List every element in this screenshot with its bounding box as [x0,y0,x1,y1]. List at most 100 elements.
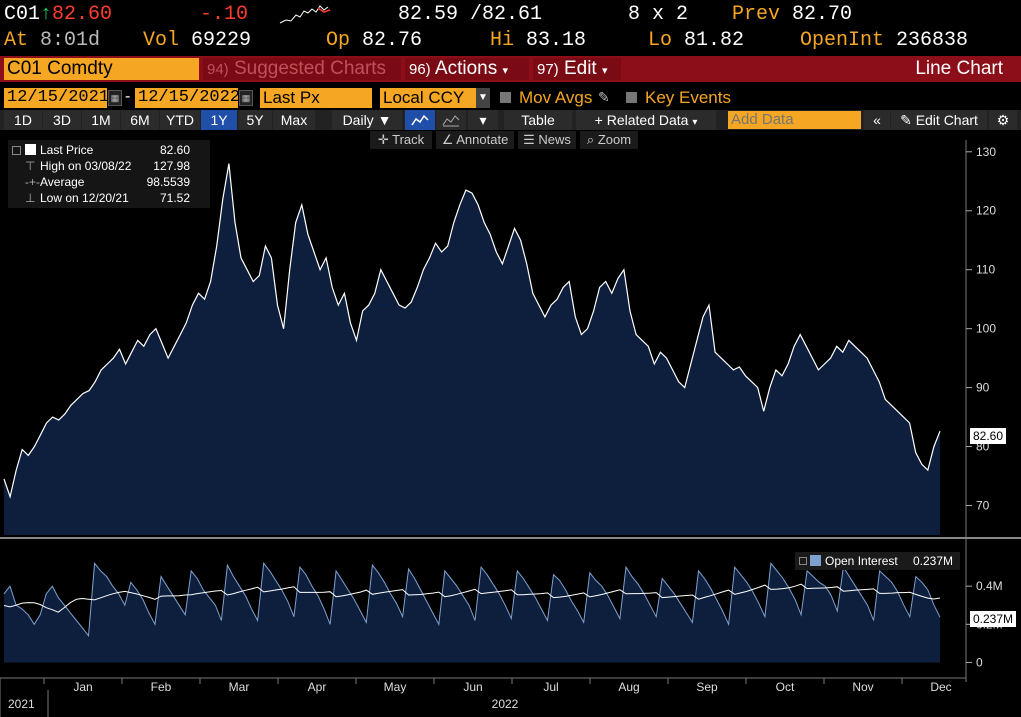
chart-style-icon[interactable] [436,110,466,130]
mov-avgs-label: Mov Avgs [519,88,593,107]
net-change: -.10 [200,3,249,26]
plus-icon: + [594,112,603,128]
legend-high: ⊤ High on 03/08/22 127.98 [25,159,190,173]
previous-close: Prev 82.70 [732,3,853,26]
start-date-input[interactable]: 12/15/2021 [4,88,109,108]
sparkline-icon [279,5,331,24]
period-button-ytd[interactable]: YTD [160,110,200,130]
x-tick-label: Apr [308,680,327,694]
y-tick-label: 130 [976,145,996,159]
y-tick-label: 100 [976,322,996,336]
bid-ask: 82.59 /82.61 [398,3,543,26]
x-tick-label: Nov [852,680,873,694]
last-oi-tag: 0.237M [970,611,1017,627]
legend-last-price: Last Price 82.60 [8,142,210,158]
date-separator: - [125,88,131,105]
last-price: 82.60 [52,3,113,26]
caret-down-icon: ▾ [692,117,698,128]
chevron-down-icon[interactable]: ▾ [468,110,498,130]
line-chart-icon[interactable] [405,110,435,130]
caret-down-icon: ▼ [377,112,392,128]
caret-down-icon: ▾ [602,65,608,77]
legend-swatch [25,144,36,155]
low-price: Lo 81.82 [648,29,745,52]
currency-select[interactable]: Local CCY [380,88,476,108]
open-interest: OpenInt 236838 [800,29,969,52]
period-button-1y[interactable]: 1Y [201,110,237,130]
track-button[interactable]: ✛ Track [370,131,432,149]
price-line [3,163,941,499]
last-price-tag: 82.60 [970,428,1007,444]
suggested-charts-button[interactable]: 94) Suggested Charts [203,58,401,80]
low-marker-icon: ⊥ [25,191,36,205]
collapse-icon[interactable] [12,146,21,155]
up-arrow-icon: ↑ [40,3,53,26]
related-data-menu[interactable]: + Related Data ▾ [576,110,716,130]
high-price: Hi 83.18 [490,29,587,52]
ticker-symbol: C01↑82.60 [4,3,113,26]
open-interest-area [4,563,940,663]
x-tick-label: Mar [229,680,250,694]
period-button-6m[interactable]: 6M [121,110,159,130]
period-button-3d[interactable]: 3D [43,110,81,130]
magnifier-icon: ⌕ [586,132,595,147]
chevron-down-icon[interactable]: ▼ [476,88,490,108]
average-marker-icon: -+- [25,175,40,189]
pencil-icon[interactable]: ✎ [598,89,610,105]
calendar-icon[interactable]: ▦ [108,90,122,106]
x-tick-label: Jun [463,680,482,694]
y-tick-label: 90 [976,381,990,395]
field-select[interactable]: Last Px [260,88,372,108]
add-data-input[interactable] [728,111,861,129]
pencil-icon: ✎ [900,112,912,128]
x-tick-label: Dec [930,680,951,694]
annotate-button[interactable]: ∠ Annotate [436,131,514,149]
x-tick-label: Oct [776,680,795,694]
news-icon: ☰ [523,132,535,147]
year-label: 2021 [8,697,35,711]
x-tick-label: May [384,680,407,694]
zoom-button[interactable]: ⌕ Zoom [580,131,638,149]
period-button-1d[interactable]: 1D [4,110,42,130]
mov-avgs-checkbox[interactable] [500,92,511,103]
y-tick-label: 110 [976,263,995,277]
news-button[interactable]: ☰ News [518,131,576,149]
chart-legend: Last Price 82.60 ⊤ High on 03/08/22 127.… [8,140,210,208]
key-events-checkbox[interactable] [626,92,637,103]
open-interest-line [3,561,941,638]
security-input[interactable]: C01 Comdty [4,58,199,80]
crosshair-icon: ✛ [377,132,389,147]
key-events-label: Key Events [645,88,731,107]
table-button[interactable]: Table [504,110,572,130]
calendar-icon[interactable]: ▦ [239,90,253,106]
bid-ask-size: 8 x 2 [628,3,689,26]
oi-tick-label: 0.4M [976,579,1003,593]
open-price: Op 82.76 [326,29,423,52]
open-interest-average-line [3,583,941,613]
x-tick-label: Feb [151,680,172,694]
edit-chart-button[interactable]: ✎ Edit Chart [891,110,987,130]
chart-type-title: Line Chart [915,58,1003,79]
period-button-max[interactable]: Max [273,110,315,130]
legend-average: -+- Average 98.5539 [25,175,190,189]
open-interest-legend: Open Interest 0.237M [795,552,960,570]
oi-tick-label: 0 [976,655,983,669]
edit-menu[interactable]: 97) Edit ▾ [533,58,621,80]
period-button-5y[interactable]: 5Y [238,110,272,130]
frequency-select[interactable]: Daily ▼ [332,110,402,130]
collapse-left-icon[interactable]: « [864,110,890,130]
price-area [4,163,940,535]
x-tick-label: Jan [73,680,92,694]
pen-icon: ∠ [441,132,454,147]
actions-menu[interactable]: 96) Actions ▾ [405,58,529,80]
caret-down-icon: ▾ [502,65,509,77]
end-date-input[interactable]: 12/15/2022 [135,88,240,108]
gear-icon[interactable]: ⚙ [989,110,1017,130]
collapse-icon[interactable] [799,557,807,565]
x-tick-label: Sep [696,680,718,694]
x-tick-label: Aug [618,680,639,694]
period-button-1m[interactable]: 1M [82,110,120,130]
year-label: 2022 [492,697,519,711]
legend-low: ⊥ Low on 12/20/21 71.52 [25,191,190,205]
high-marker-icon: ⊤ [25,159,36,173]
